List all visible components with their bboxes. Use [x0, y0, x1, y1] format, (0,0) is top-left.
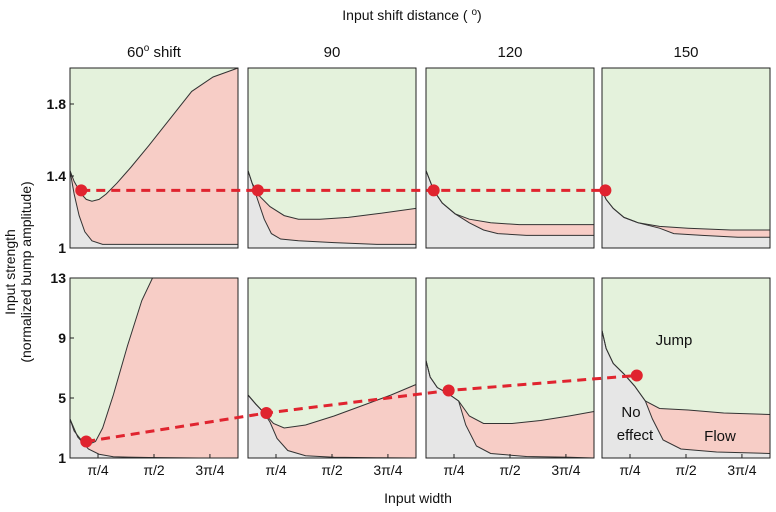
overlay-layer: 60o shift 90 120 150 Jump No effect Flow: [75, 43, 736, 448]
x-tick-label: π/2: [321, 462, 343, 478]
y-axis-label-line2: (normalized bump amplitude): [18, 181, 34, 362]
x-tick-label: 3π/4: [373, 462, 402, 478]
x-tick-label: 3π/4: [195, 462, 224, 478]
region-label-flow: Flow: [704, 428, 736, 445]
no-effect-boundary-line: [69, 170, 238, 245]
panel-r2-c1: 1 5 9 13 π/4 π/2 3π/4: [50, 270, 239, 478]
x-tick-label: π/4: [443, 462, 465, 478]
no-effect-boundary-line: [425, 170, 594, 236]
no-effect-region: [426, 360, 594, 458]
panel-r1-c2: [247, 67, 417, 249]
no-effect-region: [602, 190, 770, 248]
y-tick-label: 1.8: [47, 96, 67, 112]
no-effect-boundary-line: [247, 394, 417, 459]
x-tick-label: π/4: [265, 462, 287, 478]
panel-frame: [425, 67, 595, 249]
flow-region: [70, 68, 238, 248]
y-tick-label: 13: [50, 270, 66, 286]
flow-region: [70, 278, 238, 458]
flow-region: [248, 170, 416, 248]
x-tick-label: π/4: [619, 462, 641, 478]
panel-r1-c4: [601, 67, 771, 249]
panel-frame: [247, 67, 417, 249]
no-effect-region: [248, 395, 416, 458]
top-axis-label: Input shift distance ( o): [342, 7, 481, 23]
transition-marker: [599, 184, 612, 197]
top-label-close: ): [477, 7, 482, 23]
no-effect-region: [70, 170, 238, 248]
x-tick-label: 3π/4: [727, 462, 756, 478]
no-effect-region: [426, 170, 594, 248]
y-tick-label: 1.4: [47, 168, 67, 184]
column-title: 90: [324, 44, 341, 61]
transition-marker: [260, 407, 273, 419]
y-tick-label: 1: [58, 240, 66, 256]
column-title-degree: o: [144, 43, 150, 54]
panel-r2-c3: π/4 π/2 3π/4: [425, 277, 595, 478]
transition-marker: [427, 184, 440, 197]
transition-marker: [442, 384, 455, 397]
y-tick-label: 9: [58, 330, 66, 346]
column-title-value: 120: [497, 44, 522, 61]
panel-frame: [601, 67, 771, 249]
transition-marker: [630, 369, 643, 382]
x-tick-label: π/4: [87, 462, 109, 478]
y-tick-label: 1: [58, 450, 66, 466]
column-title: 60o shift: [127, 43, 182, 61]
no-effect-region: [602, 330, 770, 458]
panels-layer: 1 1.4 1.8 1 5 9 13 π/4 π/2 3π/4 π/4 π/2 3π/4 π/4 π/2 3π…: [47, 67, 771, 478]
flow-region: [248, 384, 416, 458]
column-title-suffix: shift: [149, 44, 182, 61]
panel-r2-c4: π/4 π/2 3π/4: [601, 277, 771, 478]
no-effect-boundary-line: [247, 170, 416, 245]
panel-frame: [69, 67, 239, 249]
jump-region: [602, 68, 770, 248]
x-tick-label: π/2: [143, 462, 165, 478]
region-label-jump: Jump: [656, 332, 693, 349]
column-title-value: 60: [127, 44, 144, 61]
region-label-effect: effect: [617, 427, 654, 444]
degree-superscript: o: [471, 7, 477, 18]
x-axis-label: Input width: [384, 490, 452, 506]
column-title-value: 150: [673, 44, 698, 61]
transition-marker: [80, 435, 93, 448]
no-effect-boundary-line: [425, 360, 595, 459]
y-tick-label: 5: [58, 390, 66, 406]
column-title: 120: [497, 44, 522, 61]
panel-r1-c3: [425, 67, 595, 249]
column-title: 150: [673, 44, 698, 61]
jump-boundary-line: [69, 277, 238, 446]
no-effect-boundary-line: [601, 330, 771, 454]
transition-marker: [75, 184, 88, 197]
column-title-value: 90: [324, 44, 341, 61]
transition-marker: [251, 184, 264, 197]
panel-r1-c1: 1 1.4 1.8: [47, 67, 239, 256]
x-tick-label: 3π/4: [551, 462, 580, 478]
x-tick-label: π/2: [675, 462, 697, 478]
x-tick-label: π/2: [499, 462, 521, 478]
transition-line-row2: [86, 374, 637, 443]
no-effect-region: [70, 419, 238, 458]
no-effect-region: [248, 170, 416, 248]
panel-r2-c2: π/4 π/2 3π/4: [247, 277, 417, 478]
top-axis-label-text: Input shift distance (: [342, 7, 468, 23]
no-effect-boundary-line: [601, 190, 770, 238]
y-axis-label-line1: Input strength: [2, 229, 18, 315]
region-label-no: No: [621, 404, 640, 421]
